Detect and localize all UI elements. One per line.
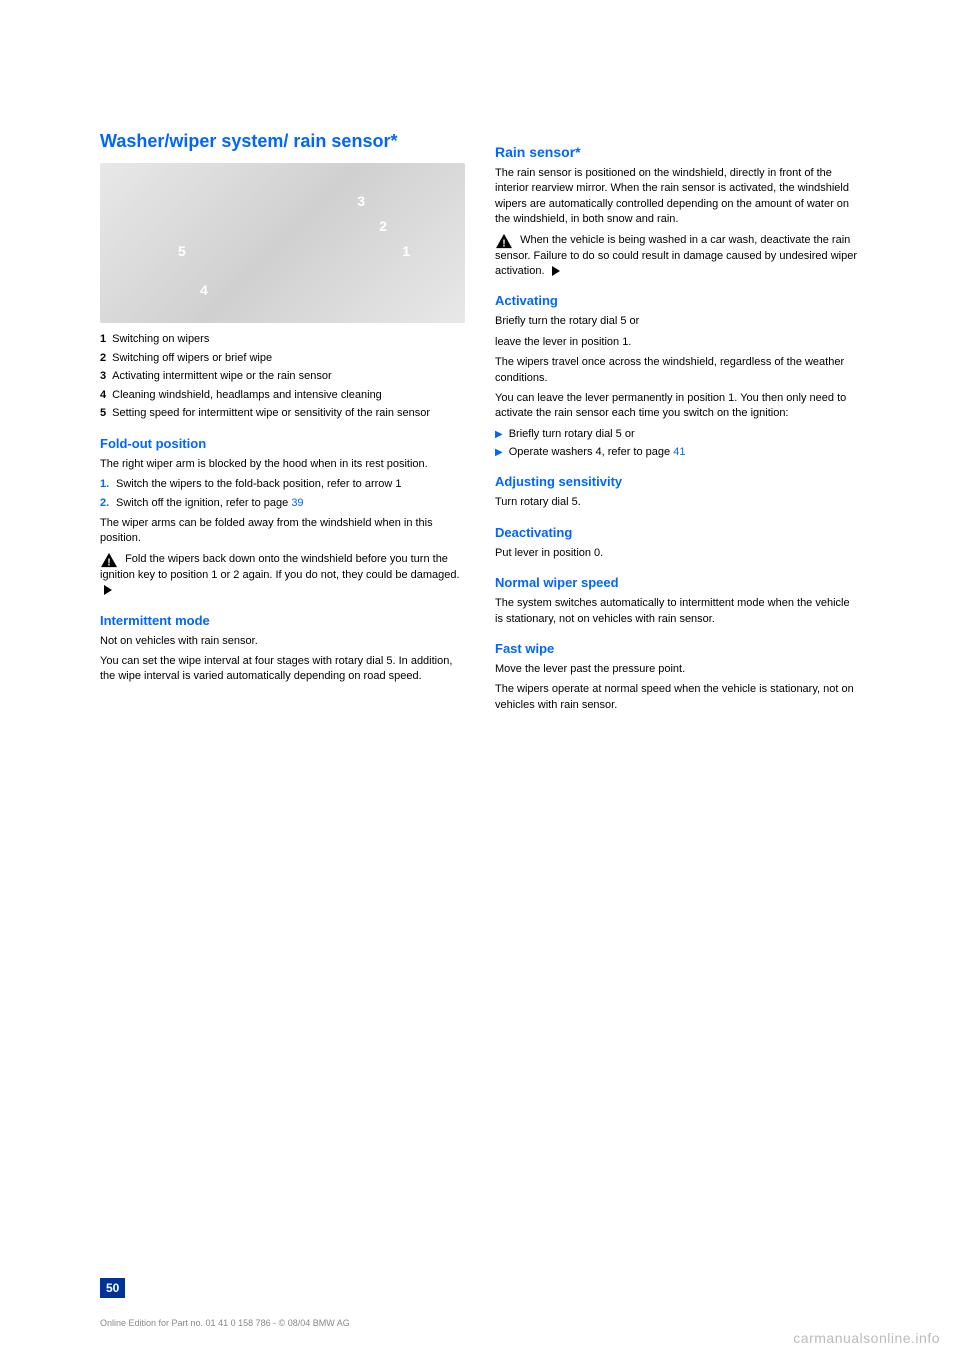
figure-callout-4: 4 (200, 282, 208, 298)
legend-item: 5 Setting speed for intermittent wipe or … (100, 405, 465, 422)
page-reference[interactable]: 41 (673, 446, 685, 458)
two-column-layout: Washer/wiper system/ rain sensor* 1 2 3 … (100, 130, 860, 718)
step-number: 2. (100, 496, 116, 511)
step-1: 1.Switch the wipers to the fold-back pos… (100, 477, 465, 492)
step-2: 2.Switch off the ignition, refer to page… (100, 496, 465, 511)
caution-icon: ! (100, 552, 118, 568)
fast-p1: Move the lever past the pressure point. (495, 662, 860, 677)
deactivating-heading: Deactivating (495, 525, 860, 540)
washer-wiper-heading: Washer/wiper system/ rain sensor* (100, 130, 465, 153)
foldout-afterstep: The wiper arms can be folded away from t… (100, 516, 465, 547)
figure-callout-1: 1 (402, 243, 410, 259)
legend-text: Switching on wipers (112, 333, 209, 345)
legend-text: Cleaning windshield, headlamps and inten… (112, 389, 382, 401)
legend-text: Switching off wipers or brief wipe (112, 352, 272, 364)
normal-heading: Normal wiper speed (495, 575, 860, 590)
legend-num: 2 (100, 352, 106, 364)
adjusting-p1: Turn rotary dial 5. (495, 495, 860, 510)
bullet-item: ▶ Briefly turn rotary dial 5 or (495, 427, 860, 442)
warning-text: Fold the wipers back down onto the winds… (100, 553, 460, 581)
bullet-icon: ▶ (495, 446, 503, 460)
legend-num: 4 (100, 389, 106, 401)
legend-item: 4 Cleaning windshield, headlamps and inte… (100, 387, 465, 404)
legend-text: Activating intermittent wipe or the rain… (112, 370, 332, 382)
bullet-text: Operate washers 4, refer to page (509, 446, 670, 458)
intermittent-note: Not on vehicles with rain sensor. (100, 634, 465, 649)
caution-icon: ! (495, 233, 513, 249)
deactivating-p1: Put lever in position 0. (495, 546, 860, 561)
activating-p4: You can leave the lever permanently in p… (495, 391, 860, 422)
bullet-icon: ▶ (495, 428, 503, 442)
legend-item: 2 Switching off wipers or brief wipe (100, 350, 465, 367)
right-column: Rain sensor* The rain sensor is position… (495, 130, 860, 718)
fast-heading: Fast wipe (495, 641, 860, 656)
figure-callout-3: 3 (357, 193, 365, 209)
activating-p3: The wipers travel once across the windsh… (495, 355, 860, 386)
svg-text:!: ! (502, 238, 505, 249)
left-column: Washer/wiper system/ rain sensor* 1 2 3 … (100, 130, 465, 718)
watermark-text: carmanualsonline.info (793, 1330, 940, 1346)
rain-sensor-heading: Rain sensor* (495, 144, 860, 160)
wiper-lever-figure: 1 2 3 4 5 (100, 163, 465, 323)
foldout-warning: ! Fold the wipers back down onto the win… (100, 552, 465, 599)
page-number: 50 (100, 1278, 125, 1298)
legend-num: 3 (100, 370, 106, 382)
legend-item: 1 Switching on wipers (100, 331, 465, 348)
activating-p1: Briefly turn the rotary dial 5 or (495, 314, 860, 329)
page-footer: 50 (100, 1278, 860, 1298)
figure-callout-2: 2 (379, 218, 387, 234)
end-mark-icon (552, 264, 562, 279)
rain-sensor-desc: The rain sensor is positioned on the win… (495, 166, 860, 228)
activating-heading: Activating (495, 293, 860, 308)
intermittent-desc: You can set the wipe interval at four st… (100, 654, 465, 685)
intermittent-heading: Intermittent mode (100, 613, 465, 628)
page-reference[interactable]: 39 (291, 497, 303, 509)
foldout-heading: Fold-out position (100, 436, 465, 451)
rain-sensor-warning: ! When the vehicle is being washed in a … (495, 233, 860, 280)
bullet-text: Briefly turn rotary dial 5 or (509, 427, 635, 442)
legend-text: Setting speed for intermittent wipe or s… (112, 407, 430, 419)
fast-p2: The wipers operate at normal speed when … (495, 682, 860, 713)
bullet-item: ▶ Operate washers 4, refer to page 41 (495, 445, 860, 460)
normal-p1: The system switches automatically to int… (495, 596, 860, 627)
legend-num: 5 (100, 407, 106, 419)
svg-text:!: ! (107, 557, 110, 568)
step-number: 1. (100, 477, 116, 492)
legend-num: 1 (100, 333, 106, 345)
foldout-intro: The right wiper arm is blocked by the ho… (100, 457, 465, 472)
manual-page: Driving Washer/wiper system/ rain sensor… (0, 0, 960, 1358)
edition-footer: Online Edition for Part no. 01 41 0 158 … (100, 1318, 350, 1328)
legend-item: 3 Activating intermittent wipe or the rai… (100, 368, 465, 385)
warning-text: When the vehicle is being washed in a ca… (495, 234, 857, 277)
end-mark-icon (104, 583, 114, 598)
step-text: Switch the wipers to the fold-back posit… (116, 478, 402, 490)
figure-callout-5: 5 (178, 243, 186, 259)
step-text: Switch off the ignition, refer to page (116, 497, 288, 509)
activating-p2: leave the lever in position 1. (495, 335, 860, 350)
adjusting-heading: Adjusting sensitivity (495, 474, 860, 489)
